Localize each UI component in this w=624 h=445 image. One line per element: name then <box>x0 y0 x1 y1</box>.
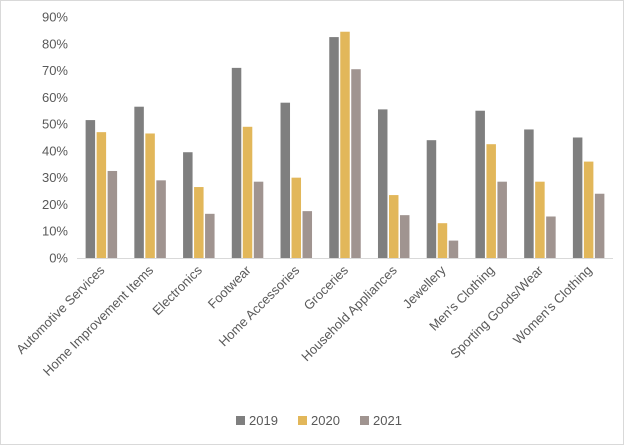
bar-2021 <box>448 240 459 258</box>
x-tick-label: Household Appliances <box>298 262 400 364</box>
legend-swatch-2021 <box>360 416 369 425</box>
legend-label-2021: 2021 <box>373 413 402 428</box>
bar-2020 <box>242 126 253 259</box>
y-tick-label: 90% <box>42 10 68 25</box>
bar-2020 <box>535 181 545 258</box>
bar-2020 <box>388 195 399 258</box>
bar-2020 <box>340 31 350 258</box>
bar-2021 <box>302 211 313 258</box>
x-tick-label: Groceries <box>301 262 352 313</box>
bar-2019 <box>183 152 193 258</box>
x-tick-label: Sporting Goods/Wear <box>447 262 546 361</box>
y-axis: 0% 10% 20% 30% 40% 50% 60% 70% 80% 90% <box>42 10 68 266</box>
y-tick-label: 70% <box>42 63 68 78</box>
bar-2020 <box>145 133 155 258</box>
bar-2019 <box>280 102 291 258</box>
legend-swatch-2020 <box>298 416 307 425</box>
bar-2020 <box>437 223 448 258</box>
x-tick-label: Jewellery <box>400 262 449 311</box>
y-tick-label: 40% <box>42 143 68 158</box>
bar-2019 <box>85 120 96 258</box>
legend-label-2019: 2019 <box>249 413 278 428</box>
bar-2019 <box>329 37 339 259</box>
bar-2020 <box>486 144 496 258</box>
bars <box>85 31 605 259</box>
bar-2021 <box>546 216 556 258</box>
bar-2019 <box>377 109 388 258</box>
bar-2020 <box>291 177 302 258</box>
legend-swatch-2019 <box>236 416 245 425</box>
bar-2019 <box>134 106 144 258</box>
bar-2021 <box>253 181 264 258</box>
x-tick-label: Home Accessories <box>216 262 303 349</box>
x-tick-label: Footwear <box>205 262 254 311</box>
bar-2020 <box>194 187 204 258</box>
bar-2019 <box>524 129 534 258</box>
x-tick-label: Automotive Services <box>13 262 108 357</box>
y-tick-label: 80% <box>42 36 68 51</box>
y-tick-label: 10% <box>42 224 68 239</box>
legend-label-2020: 2020 <box>311 413 340 428</box>
y-tick-label: 30% <box>42 170 68 185</box>
bar-2019 <box>231 67 242 258</box>
y-tick-label: 0% <box>49 251 68 266</box>
bar-2019 <box>572 137 583 258</box>
bar-2020 <box>583 161 594 258</box>
bar-2020 <box>96 132 107 258</box>
bar-2019 <box>426 140 437 258</box>
bar-2021 <box>497 181 507 258</box>
bar-2021 <box>107 170 118 258</box>
x-tick-label: Electronics <box>149 262 205 318</box>
y-tick-label: 50% <box>42 117 68 132</box>
bar-2021 <box>399 215 410 258</box>
bar-2021 <box>594 193 605 258</box>
y-tick-label: 60% <box>42 90 68 105</box>
bar-2019 <box>475 110 485 258</box>
bar-2021 <box>156 180 166 258</box>
bar-2021 <box>351 69 361 258</box>
bar-2021 <box>205 213 215 258</box>
y-tick-label: 20% <box>42 197 68 212</box>
legend: 2019 2020 2021 <box>236 413 402 428</box>
